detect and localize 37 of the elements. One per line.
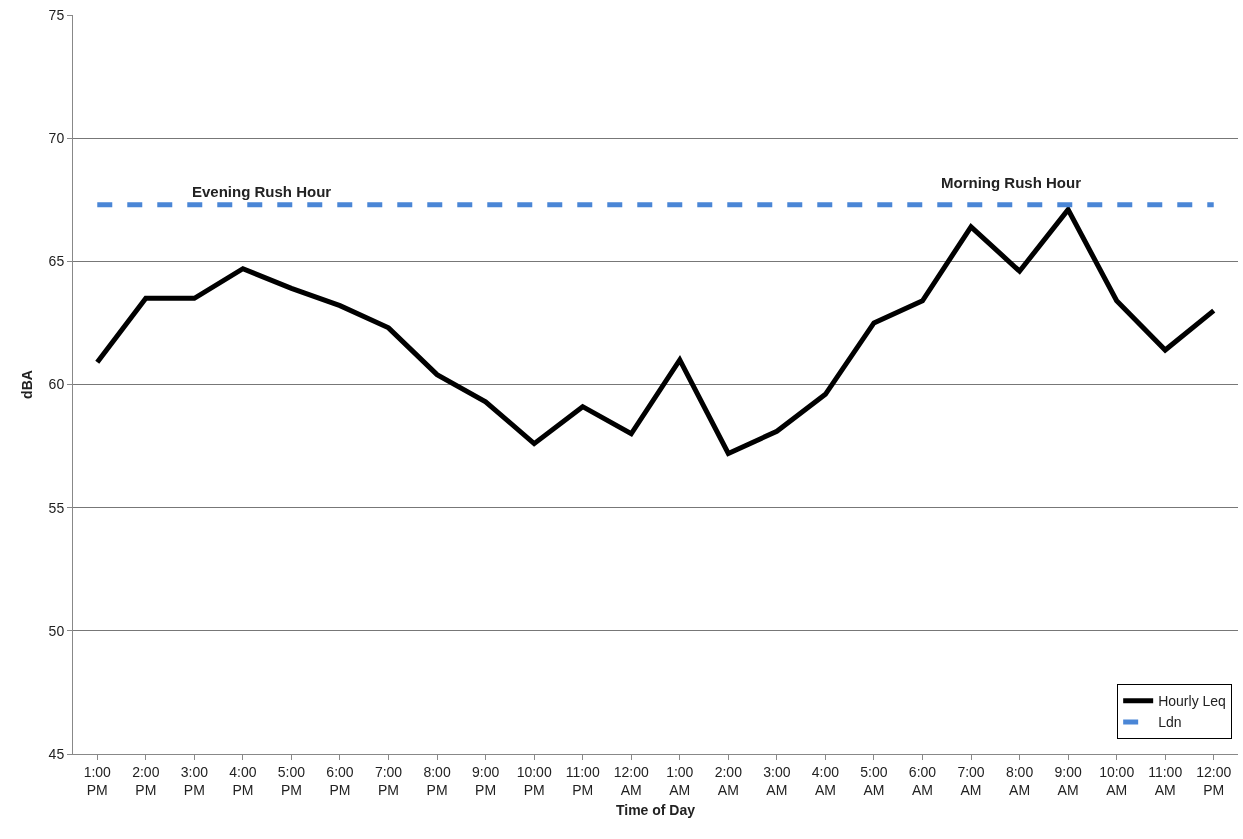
x-tick-label: 5:00 PM: [277, 763, 306, 798]
x-tick-label: 12:00 PM: [1196, 763, 1232, 798]
x-tick-label: 6:00 AM: [908, 763, 937, 798]
x-tick-label: 8:00 PM: [423, 763, 451, 798]
x-tick-label: 9:00 AM: [1054, 763, 1082, 798]
y-tick-label: 70: [48, 130, 65, 147]
annotation: Morning Rush Hour: [941, 174, 1082, 191]
y-tick-label: 65: [48, 253, 65, 270]
x-tick-label: 1:00 AM: [666, 763, 694, 798]
x-tick-label: 7:00 AM: [957, 763, 985, 798]
x-tick-label: 11:00 PM: [565, 763, 600, 798]
y-tick-label: 45: [48, 745, 65, 762]
legend-label: Ldn: [1158, 714, 1182, 731]
y-axis-title: dBA: [19, 370, 36, 399]
x-tick-label: 7:00 PM: [374, 763, 403, 798]
x-tick-label: 3:00 AM: [763, 763, 791, 798]
x-axis-title: Time of Day: [615, 802, 696, 819]
y-tick-label: 50: [48, 622, 65, 639]
x-tick-label: 10:00 AM: [1099, 763, 1135, 798]
y-tick-label: 55: [48, 499, 65, 516]
x-tick-label: 8:00 AM: [1005, 763, 1034, 798]
x-tick-label: 3:00 PM: [180, 763, 209, 798]
x-tick-label: 5:00 AM: [860, 763, 888, 798]
x-tick-label: 12:00 AM: [613, 763, 649, 798]
legend-label: Hourly Leq: [1158, 693, 1226, 710]
x-tick-label: 2:00 AM: [714, 763, 743, 798]
y-tick-label: 60: [48, 376, 65, 393]
annotation: Evening Rush Hour: [192, 183, 332, 200]
x-tick-label: 4:00 AM: [811, 763, 840, 798]
x-tick-label: 2:00 PM: [132, 763, 160, 798]
x-tick-label: 10:00 PM: [516, 763, 552, 798]
x-tick-label: 9:00 PM: [471, 763, 500, 798]
y-tick-label: 75: [48, 6, 65, 23]
x-tick-label: 6:00 PM: [326, 763, 354, 798]
x-tick-label: 4:00 PM: [229, 763, 257, 798]
x-tick-label: 11:00 AM: [1148, 763, 1183, 798]
x-tick-label: 1:00 PM: [83, 763, 112, 798]
